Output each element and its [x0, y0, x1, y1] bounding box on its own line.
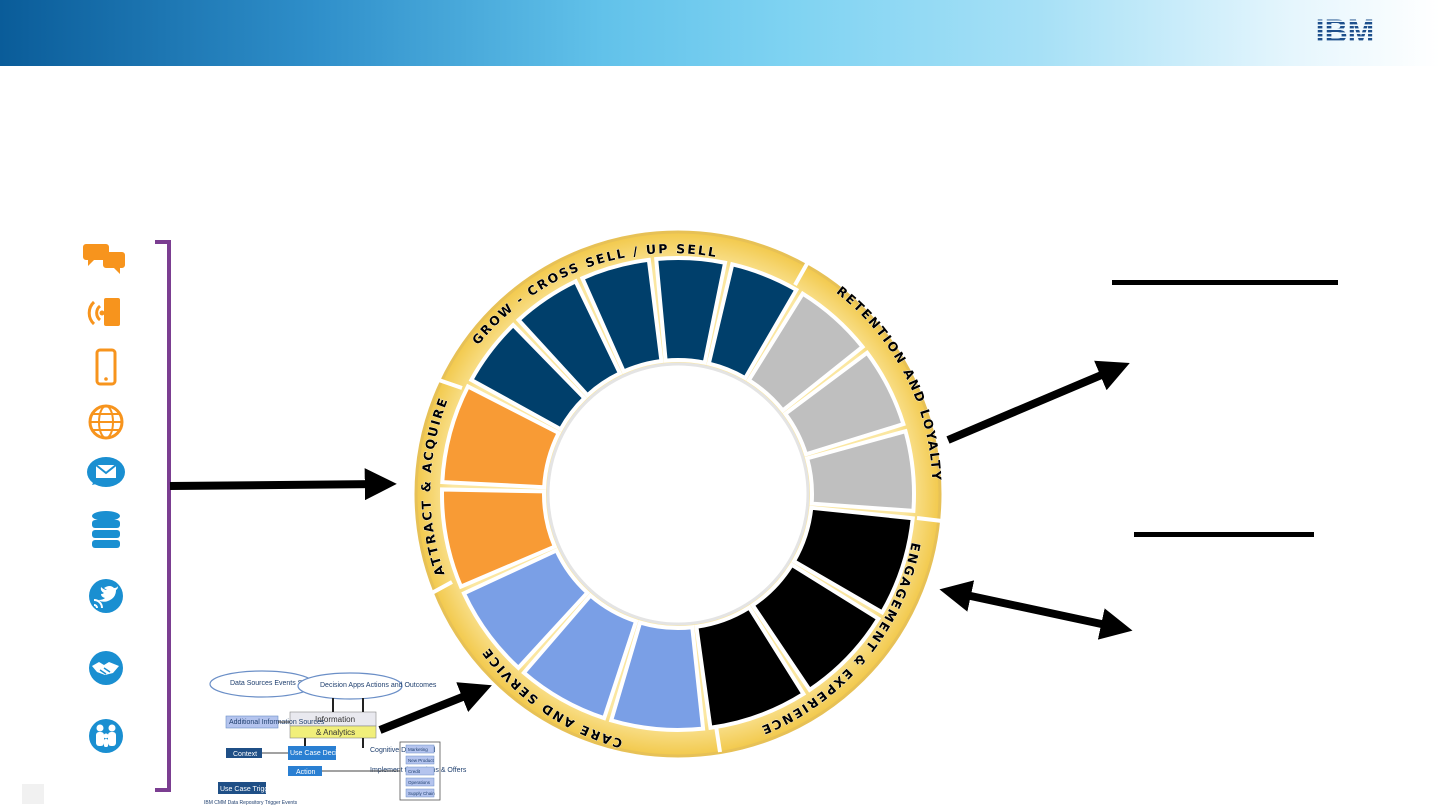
svg-text:IBM: IBM	[1316, 14, 1375, 48]
left-box-text: Additional Information Sources	[229, 719, 325, 726]
analytics-to-wheel-arrow	[378, 682, 492, 734]
mid-label-text: Cognitive Dashboard	[370, 747, 435, 754]
channel-icon-column	[82, 238, 132, 778]
segment-attract-1	[440, 487, 558, 590]
right-box-label: New Product	[408, 758, 435, 763]
handshake-icon	[82, 646, 130, 690]
mini-caption: IBM CMM Data Repository Trigger Events	[204, 800, 298, 806]
segment-retention-1	[746, 290, 866, 414]
context-box-text: Context	[233, 751, 257, 758]
segment-retention-2	[782, 349, 906, 457]
wheel-segments	[440, 256, 916, 732]
header-band	[0, 0, 1440, 66]
people-group-icon	[82, 714, 130, 758]
cloud-right-text: Decision Apps Actions and Outcomes	[320, 682, 437, 689]
right-box-label: Credit	[408, 769, 421, 774]
segment-grow-5	[706, 261, 800, 381]
outcome-line-bottom	[1134, 532, 1314, 537]
database-icon	[82, 508, 130, 552]
social-twitter-icon	[82, 574, 130, 618]
segment-engagement-1	[791, 505, 915, 616]
right-box-label: Supply Chain	[408, 791, 435, 796]
wheel-center	[546, 362, 810, 626]
channels-bracket	[155, 240, 171, 792]
email-bubble-icon	[82, 452, 130, 496]
right-box	[405, 766, 435, 776]
outcome-line-top	[1112, 280, 1338, 285]
segment-grow-4	[654, 256, 728, 366]
action-box-text: Action	[296, 769, 316, 776]
segment-engagement-2	[749, 562, 882, 693]
segment-care-2	[521, 592, 639, 721]
segment-care-1	[608, 620, 706, 732]
right-box-label: Marketing	[408, 747, 428, 752]
segment-grow-3	[579, 257, 664, 375]
core-box-text: Use Case Decision Process	[290, 750, 377, 757]
trigger-box-text: Use Case Trigger	[220, 786, 275, 793]
rim-dividers	[429, 261, 943, 753]
right-box	[405, 777, 435, 787]
right-box	[405, 744, 435, 754]
segment-grow-2	[515, 278, 623, 399]
segment-retention-3	[804, 428, 916, 514]
wheel-engagement-arrow	[939, 580, 1133, 640]
cloud-left-text: Data Sources Events Systems	[230, 680, 325, 687]
segment-care-3	[461, 547, 591, 671]
broadcast-signal-icon	[82, 292, 130, 336]
right-box	[405, 755, 435, 765]
mobile-phone-icon	[82, 346, 130, 390]
globe-icon	[82, 400, 130, 444]
right-box	[405, 788, 435, 798]
wheel-to-outcome-arrow	[946, 360, 1130, 444]
right-box-label: Operations	[408, 780, 431, 785]
center-bottom-text: & Analytics	[316, 728, 355, 737]
center-top-text: Information	[315, 715, 355, 724]
ibm-logo: IBM	[1316, 14, 1375, 48]
page-corner-box	[22, 784, 44, 804]
segment-grow-1	[468, 322, 588, 432]
segment-attract-2	[440, 383, 562, 490]
segment-engagement-3	[694, 604, 807, 731]
channels-to-wheel-arrow	[169, 468, 397, 501]
chat-bubbles-icon	[82, 238, 130, 282]
analytics-mini-diagram: Data Sources Events Systems Decision App…	[200, 668, 468, 806]
